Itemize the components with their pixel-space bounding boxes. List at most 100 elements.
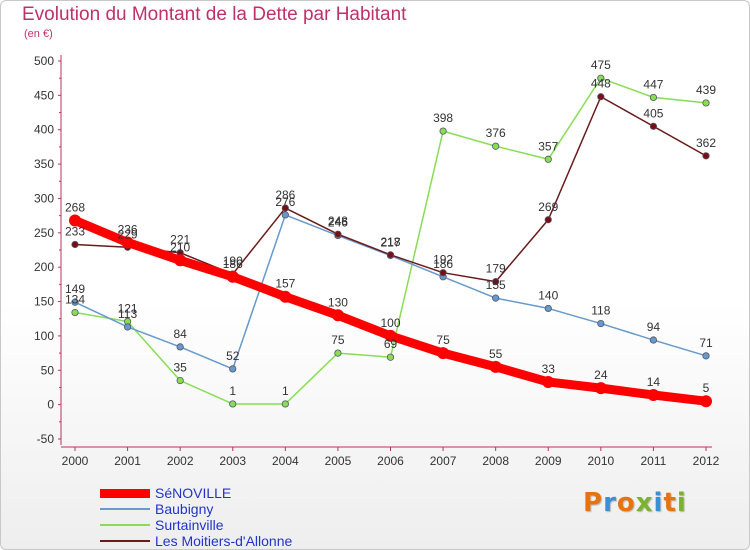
- data-point: [334, 230, 342, 238]
- data-label: 84: [173, 327, 187, 341]
- data-label: 190: [223, 254, 243, 268]
- data-point: [71, 240, 79, 249]
- y-tick-label: -50: [37, 432, 55, 446]
- y-tick-label: 200: [34, 260, 54, 274]
- data-point: [123, 323, 132, 331]
- x-tick-label: 2006: [377, 454, 404, 468]
- data-point: [597, 319, 605, 328]
- logo-letter: i: [653, 488, 664, 518]
- data-label: 229: [118, 227, 138, 241]
- data-label: 405: [643, 106, 663, 120]
- data-point: [71, 308, 79, 317]
- data-label: 475: [591, 58, 611, 72]
- data-label: 52: [226, 349, 240, 363]
- data-label: 118: [591, 304, 610, 318]
- data-label: 113: [118, 307, 137, 321]
- data-point: [702, 352, 710, 360]
- legend-label-senoville: SéNOVILLE: [155, 485, 232, 501]
- data-label: 192: [433, 253, 453, 267]
- data-label: 186: [433, 257, 453, 271]
- unit-label: (en €): [24, 28, 53, 40]
- data-point: [649, 93, 658, 102]
- legend-item-baubigny: Baubigny: [100, 501, 292, 517]
- logo-letter: r: [603, 488, 617, 518]
- y-tick-label: 250: [34, 226, 54, 240]
- data-point: [229, 400, 237, 408]
- data-point: [489, 360, 502, 373]
- logo-letter: x: [635, 488, 654, 518]
- data-label: 100: [380, 316, 400, 330]
- data-point: [384, 329, 397, 342]
- data-point: [437, 347, 450, 360]
- data-label: 233: [65, 225, 85, 239]
- y-tick-label: 450: [34, 88, 54, 102]
- data-point: [597, 93, 605, 101]
- data-label: 14: [647, 375, 661, 389]
- data-label: 448: [591, 77, 611, 91]
- data-label: 75: [436, 333, 450, 347]
- data-point: [492, 278, 500, 286]
- data-point: [334, 349, 342, 357]
- data-label: 398: [433, 111, 453, 125]
- data-point: [69, 214, 81, 227]
- data-label: 155: [486, 278, 506, 292]
- legend-label-baubigny: Baubigny: [155, 501, 214, 517]
- data-label: 269: [538, 200, 558, 214]
- data-label: 134: [65, 293, 85, 307]
- data-label: 221: [170, 233, 190, 247]
- data-point: [279, 290, 292, 303]
- data-label: 268: [65, 200, 85, 214]
- data-point: [594, 382, 607, 395]
- y-tick-label: 150: [34, 295, 54, 309]
- data-label: 94: [647, 320, 661, 334]
- data-point: [542, 375, 555, 388]
- data-label: 75: [331, 333, 345, 347]
- x-tick-label: 2004: [272, 454, 299, 468]
- x-tick-label: 2010: [587, 454, 614, 468]
- x-tick-label: 2012: [693, 454, 720, 468]
- data-label: 210: [170, 240, 190, 254]
- legend-label-surtainville: Surtainville: [155, 517, 224, 533]
- x-tick-label: 2009: [535, 454, 562, 468]
- data-label: 149: [65, 282, 85, 296]
- logo-letter: i: [676, 488, 687, 518]
- y-tick-label: 50: [41, 363, 55, 377]
- data-point: [71, 298, 79, 306]
- data-label: 5: [703, 381, 710, 395]
- y-tick-label: 100: [34, 329, 54, 343]
- data-point: [647, 389, 660, 402]
- data-point: [649, 336, 658, 344]
- data-point: [492, 142, 500, 150]
- data-label: 35: [173, 361, 187, 375]
- data-label: 286: [275, 188, 295, 202]
- y-tick-label: 400: [34, 123, 54, 137]
- data-label: 1: [282, 384, 289, 398]
- data-point: [386, 353, 395, 361]
- data-point: [439, 269, 447, 277]
- x-tick-label: 2005: [325, 454, 352, 468]
- chart-title: Evolution du Montant de la Dette par Hab…: [22, 4, 407, 25]
- data-label: 130: [328, 295, 348, 309]
- data-point: [702, 152, 710, 160]
- y-tick-label: 500: [34, 54, 54, 68]
- logo-letter: P: [583, 488, 604, 518]
- data-point: [492, 294, 500, 302]
- legend-item-surtainville: Surtainville: [100, 517, 292, 533]
- data-label: 71: [699, 336, 713, 350]
- data-point: [174, 254, 187, 267]
- y-tick-label: 300: [34, 191, 54, 205]
- legend-label-les-moitiers: Les Moitiers-d'Allonne: [155, 533, 293, 549]
- data-point: [649, 122, 658, 130]
- data-point: [176, 343, 184, 351]
- data-point: [121, 236, 134, 249]
- legend-swatch-les-moitiers: [100, 540, 150, 542]
- legend: SéNOVILLE Baubigny Surtainville Les Moit…: [100, 485, 292, 549]
- data-point: [544, 216, 552, 224]
- data-label: 246: [328, 216, 348, 230]
- data-label: 33: [542, 362, 556, 376]
- data-label: 236: [118, 222, 138, 236]
- data-label: 140: [538, 288, 558, 302]
- proxiti-logo: Proxiti: [583, 488, 687, 518]
